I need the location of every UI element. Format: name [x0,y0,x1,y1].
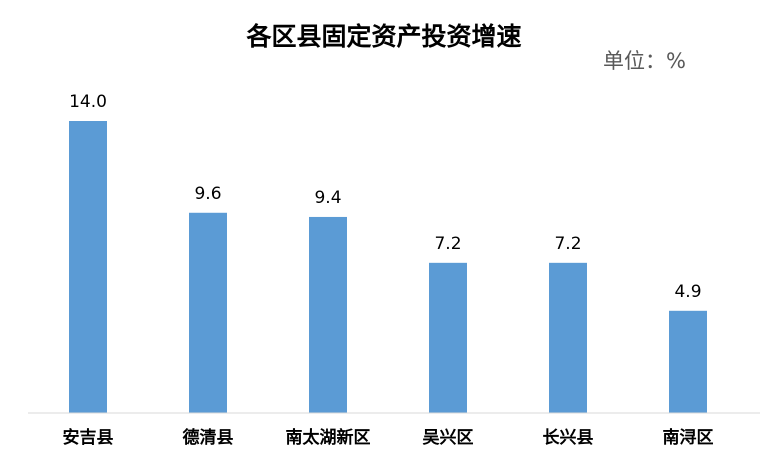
category-label-4: 吴兴区 [423,428,474,448]
category-label-6: 南浔区 [663,427,714,448]
bars-group [69,121,707,413]
chart-title: 各区县固定资产投资增速 [245,22,521,51]
bar-3 [309,216,347,413]
bar-2 [189,212,227,413]
unit-label: 单位：% [603,49,686,73]
value-label-6: 4.9 [674,282,701,302]
category-labels-group: 安吉县 德清县 南太湖新区 吴兴区 长兴县 南浔区 [63,427,714,448]
category-label-2: 德清县 [183,427,234,448]
value-label-3: 9.4 [314,188,341,208]
category-label-5: 长兴县 [543,427,594,448]
value-labels-group: 14.0 9.6 9.4 7.2 7.2 4.9 [69,92,701,302]
category-label-1: 安吉县 [63,427,114,448]
value-label-4: 7.2 [434,234,461,254]
bar-6 [669,310,707,413]
bar-4 [429,262,467,413]
value-label-1: 14.0 [69,92,107,112]
value-label-5: 7.2 [554,234,581,254]
category-label-3: 南太湖新区 [286,427,371,448]
bar-1 [69,121,107,413]
bar-5 [549,262,587,413]
value-label-2: 9.6 [194,184,221,204]
